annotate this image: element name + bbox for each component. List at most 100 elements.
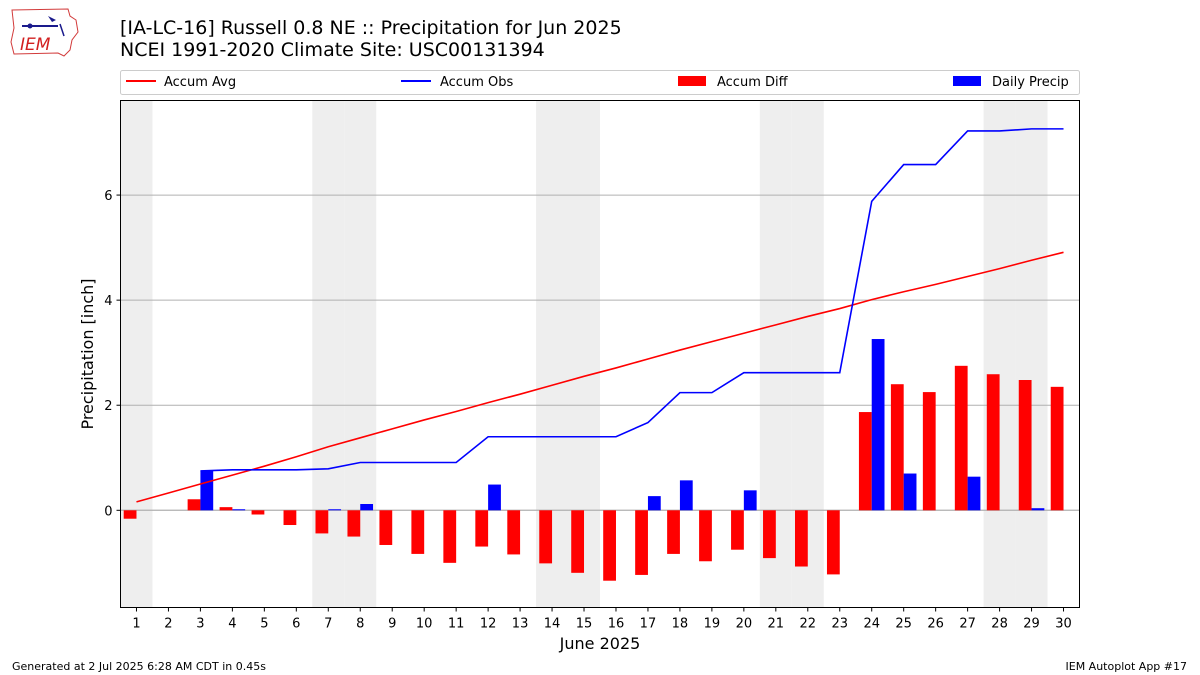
daily-precip-bar — [647, 496, 661, 511]
accum-diff-bar — [571, 510, 585, 573]
accum-diff-bar — [251, 510, 265, 515]
x-tick-label: 6 — [292, 617, 300, 632]
accum-diff-bar — [379, 510, 393, 545]
x-tick-label: 2 — [164, 617, 172, 632]
accum-diff-bar — [986, 374, 1000, 511]
x-tick-label: 19 — [704, 617, 721, 632]
weekend-band-28 — [983, 100, 1016, 608]
weekend-band-1 — [120, 100, 153, 608]
daily-precip-bar — [232, 509, 246, 511]
legend: Accum Avg Accum Obs Accum Diff Daily Pre… — [120, 70, 1080, 95]
accum-diff-bar — [123, 510, 137, 519]
x-tick-label: 9 — [388, 617, 396, 632]
y-axis-label: Precipitation [inch] — [78, 278, 97, 429]
accum-diff-bar — [219, 507, 233, 511]
accum-diff-bar — [1018, 380, 1032, 511]
daily-precip-bar — [871, 339, 885, 511]
accum-avg-line — [136, 251, 1064, 503]
daily-precip-bar — [967, 476, 981, 511]
x-tick-label: 17 — [640, 617, 657, 632]
daily-precip-bar — [679, 480, 693, 511]
x-tick-label: 22 — [800, 617, 817, 632]
accum-diff-bar — [347, 510, 361, 537]
x-tick-label: 4 — [228, 617, 236, 632]
gridlines — [120, 194, 1080, 511]
x-tick-label: 12 — [480, 617, 497, 632]
y-tick-label: 0 — [104, 504, 112, 519]
accum-diff-bar — [539, 510, 553, 564]
legend-swatch-accum-diff — [678, 76, 706, 86]
accum-diff-bar — [667, 510, 680, 554]
x-tick-label: 10 — [416, 617, 433, 632]
accum-diff-bar — [826, 510, 840, 575]
daily-precip-bar — [328, 509, 342, 511]
accum-diff-bar — [699, 510, 712, 562]
x-axis-label: June 2025 — [559, 634, 641, 653]
logo-text: IEM — [20, 35, 51, 55]
app-label: IEM Autoplot App #17 — [1065, 660, 1188, 673]
x-tick-label: 5 — [260, 617, 268, 632]
axes: 1 2 3 4 5 6 7 8 9 10 11 12 13 14 15 16 17 18 19 20 21 22 23 24 2… — [104, 189, 1072, 631]
accum-diff-bar — [794, 510, 808, 567]
daily-precip-bar — [903, 473, 917, 511]
x-tick-label: 28 — [991, 617, 1008, 632]
weekend-shading — [120, 100, 1048, 608]
x-tick-label: 25 — [895, 617, 912, 632]
x-tick-label: 15 — [576, 617, 593, 632]
y-tick-label: 4 — [104, 294, 112, 309]
y-tick-label: 6 — [104, 189, 112, 204]
x-tick-label: 20 — [736, 617, 753, 632]
legend-label-accum-obs: Accum Obs — [440, 75, 513, 90]
legend-label-accum-avg: Accum Avg — [164, 75, 236, 90]
accum-diff-bar — [731, 510, 744, 550]
accum-diff-bar — [443, 510, 457, 563]
accum-diff-bar — [507, 510, 521, 555]
x-tick-label: 29 — [1023, 617, 1040, 632]
x-tick-label: 21 — [768, 617, 785, 632]
x-tick-label: 8 — [356, 617, 364, 632]
daily-precip-bar — [488, 484, 501, 511]
daily-precip-bar — [1031, 508, 1045, 511]
x-tick-label: 27 — [959, 617, 976, 632]
x-tick-label: 18 — [672, 617, 689, 632]
iem-logo: IEM — [8, 6, 82, 62]
accum-obs-line — [200, 128, 1064, 472]
x-tick-label: 30 — [1055, 617, 1072, 632]
generated-timestamp: Generated at 2 Jul 2025 6:28 AM CDT in 0… — [12, 660, 266, 673]
accum-diff-bar — [635, 510, 648, 575]
accum-diff-bar — [1050, 386, 1064, 511]
y-tick-label: 2 — [104, 399, 112, 414]
x-tick-label: 26 — [927, 617, 944, 632]
accum-diff-bar — [283, 510, 297, 526]
x-tick-label: 3 — [196, 617, 204, 632]
x-tick-label: 1 — [132, 617, 140, 632]
legend-label-accum-diff: Accum Diff — [717, 75, 789, 90]
daily-precip-bar — [360, 503, 374, 511]
accum-diff-bar — [315, 510, 329, 534]
x-tick-label: 13 — [512, 617, 529, 632]
x-tick-label: 24 — [863, 617, 880, 632]
legend-swatch-daily-precip — [953, 76, 981, 86]
x-tick-label: 14 — [544, 617, 561, 632]
chart-subtitle: NCEI 1991-2020 Climate Site: USC00131394 — [120, 39, 545, 61]
accum-diff-bar — [187, 499, 201, 511]
accum-diff-bar — [954, 365, 968, 511]
lines — [136, 128, 1064, 503]
accum-diff-bar — [858, 412, 872, 511]
accum-diff-bar — [763, 510, 776, 559]
plot-frame — [120, 100, 1080, 608]
x-tick-label: 16 — [608, 617, 625, 632]
chart-title: [IA-LC-16] Russell 0.8 NE :: Precipitati… — [120, 17, 622, 39]
x-tick-label: 7 — [324, 617, 332, 632]
accum-diff-bar — [603, 510, 616, 581]
accum-diff-bar — [922, 392, 936, 511]
bars — [123, 339, 1064, 581]
accum-diff-bar — [475, 510, 489, 547]
legend-label-daily-precip: Daily Precip — [992, 75, 1069, 90]
daily-precip-bar — [743, 490, 757, 511]
daily-precip-bar — [200, 470, 214, 511]
accum-diff-bar — [411, 510, 425, 554]
x-tick-label: 11 — [448, 617, 465, 632]
weekend-band-29 — [1015, 100, 1048, 608]
